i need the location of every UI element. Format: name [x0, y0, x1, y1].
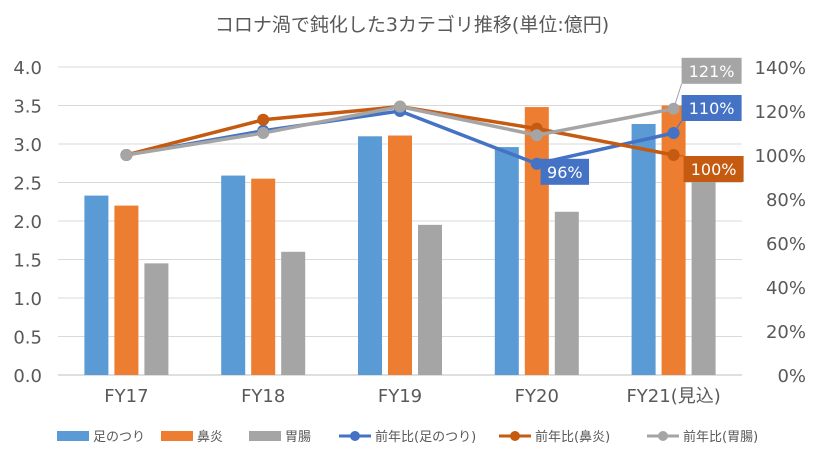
- annotation-box: [540, 158, 590, 185]
- bar: [221, 175, 246, 375]
- bar: [251, 178, 276, 375]
- x-tick-label: FY21(見込): [626, 386, 720, 407]
- legend: 足のつり 鼻炎 胃腸 前年比(足のつり) 前年比(鼻炎) 前年比(胃腸): [57, 429, 758, 445]
- annotation-box: [681, 95, 742, 121]
- bar: [661, 105, 686, 375]
- x-tick-label: FY18: [241, 386, 285, 407]
- marker-layer: [120, 100, 680, 170]
- annotation-box: [681, 57, 742, 84]
- legend-marker: [350, 431, 360, 441]
- chart-title: コロナ渦で鈍化した3カテゴリ推移(単位:億円): [215, 14, 609, 36]
- legend-marker: [658, 431, 668, 441]
- y-tick-label-left: 0.0: [13, 366, 42, 387]
- y-tick-label-right: 0%: [777, 366, 806, 387]
- legend-swatch: [57, 431, 89, 441]
- bar: [631, 123, 656, 375]
- bar: [691, 177, 716, 375]
- legend-swatch: [161, 431, 193, 441]
- legend-label: 前年比(足のつり): [375, 429, 476, 445]
- annotation-leader: [673, 120, 683, 134]
- annotation-leader: [673, 154, 684, 157]
- annotation-label: 100%: [691, 160, 737, 179]
- y-tick-label-right: 120%: [755, 102, 806, 123]
- y-axis-left: 0.0 0.5 1.0 1.5 2.0 2.5 3.0 3.5 4.0: [13, 58, 42, 387]
- bar-layer: [84, 105, 716, 375]
- annotation-label: 110%: [689, 99, 735, 118]
- y-axis-right: 0% 20% 40% 60% 80% 100% 120% 140%: [755, 58, 806, 387]
- annotation-box: [683, 156, 744, 182]
- bar: [524, 107, 549, 375]
- x-tick-label: FY19: [378, 386, 422, 407]
- y-tick-label-left: 3.0: [13, 135, 42, 156]
- bar: [84, 195, 109, 375]
- line-point: [120, 149, 133, 161]
- legend-marker: [510, 431, 520, 441]
- y-tick-label-left: 3.5: [13, 97, 42, 118]
- bar: [494, 147, 519, 375]
- bar: [358, 136, 382, 375]
- y-tick-label-left: 2.5: [13, 174, 42, 195]
- y-tick-label-right: 40%: [766, 278, 806, 299]
- x-tick-label: FY20: [515, 386, 559, 407]
- bar: [388, 135, 412, 375]
- line-point: [530, 129, 543, 142]
- legend-label: 胃腸: [285, 430, 311, 445]
- y-tick-label-left: 1.5: [13, 251, 42, 272]
- legend-label: 鼻炎: [197, 429, 223, 445]
- annotation-layer: 96% 110% 100% 121%: [536, 57, 744, 185]
- y-tick-label-right: 140%: [755, 58, 806, 79]
- y-tick-label-left: 1.0: [13, 289, 42, 310]
- y-tick-label-left: 2.0: [13, 212, 42, 233]
- legend-label: 足のつり: [93, 430, 145, 445]
- y-tick-label-left: 4.0: [13, 58, 42, 79]
- bar: [114, 205, 139, 375]
- y-tick-label-right: 80%: [766, 190, 806, 211]
- x-tick-label: FY17: [104, 386, 148, 407]
- y-tick-label-right: 100%: [755, 146, 806, 167]
- line-point: [257, 113, 270, 126]
- line-point: [257, 127, 270, 139]
- annotation-label: 121%: [689, 62, 735, 81]
- bar: [418, 224, 442, 375]
- bar: [144, 263, 169, 375]
- y-tick-label-right: 20%: [766, 322, 806, 343]
- y-tick-label-right: 60%: [766, 234, 806, 255]
- annotation-leader: [673, 83, 683, 109]
- bar: [554, 211, 579, 375]
- legend-swatch: [249, 431, 281, 441]
- annotation-label: 96%: [547, 163, 583, 182]
- legend-label: 前年比(鼻炎): [535, 429, 610, 445]
- bar: [281, 251, 306, 375]
- line-point: [394, 100, 406, 113]
- y-tick-label-left: 0.5: [13, 328, 42, 349]
- x-axis: FY17 FY18 FY19 FY20 FY21(見込): [104, 386, 720, 407]
- legend-label: 前年比(胃腸): [683, 429, 758, 445]
